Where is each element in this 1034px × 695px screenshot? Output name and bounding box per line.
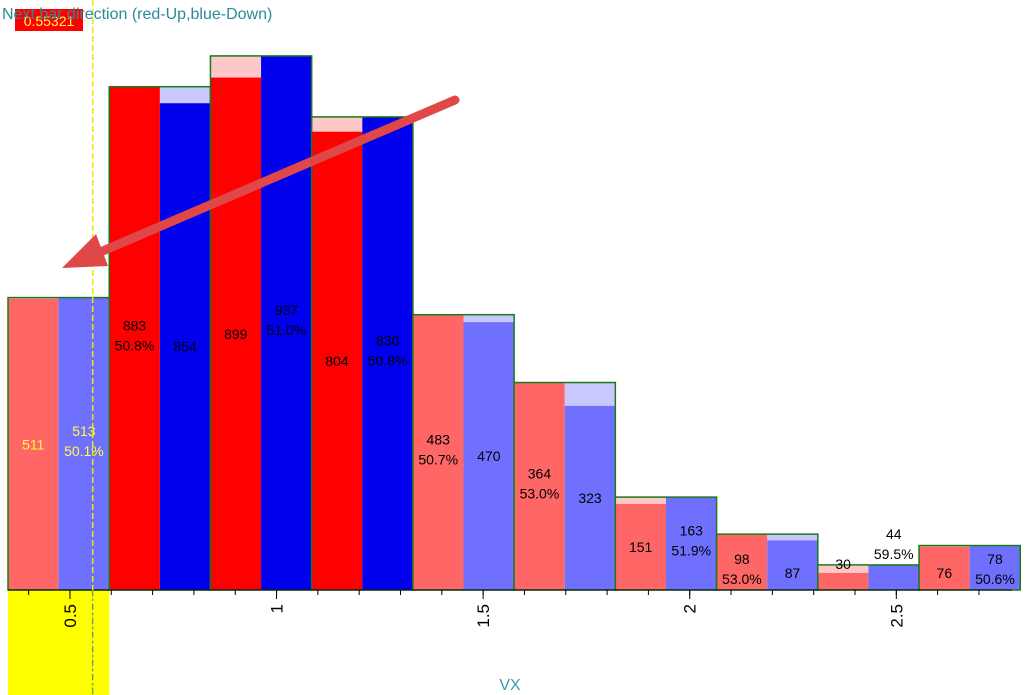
bar-up-cap [210, 55, 262, 78]
bar-up [919, 546, 970, 590]
bar-up-cap [817, 564, 869, 573]
bar-up [210, 77, 262, 590]
bar-up [311, 131, 363, 590]
bar-up-cap [615, 497, 666, 504]
bar-down [58, 297, 110, 590]
bar-value-label: 830 [376, 332, 400, 348]
bar-value-label: 511 [22, 436, 45, 452]
bar-value-label: 483 [427, 431, 451, 447]
bar-value-label: 44 [886, 526, 902, 542]
x-tick-label: 0.5 [61, 604, 80, 628]
bar-down [362, 116, 413, 591]
bar-down-cap [564, 382, 616, 406]
x-tick-label: 1.5 [474, 604, 493, 628]
bar-down-cap [159, 86, 211, 104]
bar-percent-label: 50.8% [368, 352, 408, 368]
bar-percent-label: 50.7% [418, 451, 458, 467]
bar-down-cap [767, 534, 818, 541]
bar-value-label: 883 [123, 317, 147, 333]
bar-down [665, 497, 717, 590]
bar-value-label: 78 [987, 551, 1003, 567]
bar-down [261, 55, 312, 591]
x-tick-label: 2 [681, 604, 700, 613]
bar-value-label: 804 [325, 353, 349, 369]
cursor-readout: 0.55321 [24, 13, 75, 29]
bar-up [615, 503, 666, 590]
bar-value-label: 76 [937, 565, 953, 581]
bar-percent-label: 53.0% [722, 571, 762, 587]
bar-value-label: 899 [224, 326, 248, 342]
cursor-readout-box [15, 9, 83, 31]
bar-down [969, 545, 1021, 590]
bar-up [109, 86, 160, 590]
bar-percent-label: 50.6% [975, 571, 1015, 587]
bar-down [463, 322, 515, 590]
bar-percent-label: 53.0% [520, 485, 560, 501]
bar-value-label: 98 [734, 551, 750, 567]
bar-up [514, 382, 565, 590]
bar-percent-label: 59.5% [874, 546, 914, 562]
bar-value-label: 937 [275, 302, 299, 318]
x-tick-label: 1 [268, 604, 287, 613]
bar-up [412, 314, 464, 590]
bar-value-label: 87 [785, 565, 801, 581]
bar-up [716, 534, 768, 590]
bar-up [8, 298, 59, 590]
bar-percent-label: 50.1% [64, 443, 104, 459]
bar-value-label: 364 [528, 465, 552, 481]
x-axis-label: VX [499, 677, 521, 694]
bar-value-label: 470 [477, 448, 501, 464]
bar-down [564, 405, 616, 590]
annotation-arrow-head [62, 234, 108, 268]
bar-down-cap [463, 314, 515, 323]
bar-value-label: 163 [680, 523, 704, 539]
bar-up [817, 572, 869, 590]
bar-value-label: 323 [578, 490, 602, 506]
bar-percent-label: 51.0% [267, 322, 307, 338]
chart-title: Next bar direction (red-Up,blue-Down) [2, 6, 272, 23]
bar-value-label: 513 [72, 423, 96, 439]
bar-value-label: 854 [173, 339, 197, 355]
bar-percent-label: 50.8% [115, 337, 155, 353]
highlight-region [8, 590, 110, 695]
bar-value-label: 151 [629, 539, 653, 555]
bar-up-cap [311, 116, 363, 132]
x-tick-label: 2.5 [887, 604, 906, 628]
bar-down [868, 564, 920, 590]
annotation-arrow-shaft [79, 95, 460, 264]
bar-down [159, 103, 211, 590]
bar-down [767, 540, 818, 590]
bar-value-label: 30 [835, 556, 851, 572]
bar-percent-label: 51.9% [671, 543, 711, 559]
